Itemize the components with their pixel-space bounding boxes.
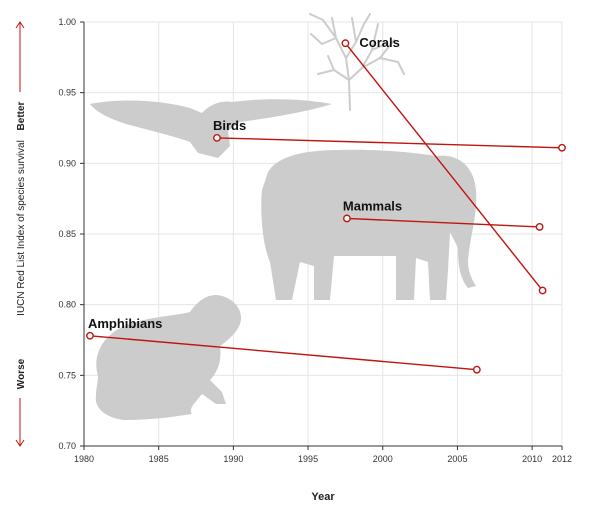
series-label-amphibians: Amphibians xyxy=(88,316,162,331)
x-tick-label: 2000 xyxy=(373,454,393,464)
series-line-corals xyxy=(344,42,544,291)
x-tick-label: 1985 xyxy=(149,454,169,464)
data-point-corals xyxy=(538,286,547,295)
x-tick-label: 1980 xyxy=(74,454,94,464)
y-tick-label: 1.00 xyxy=(58,17,76,27)
series-layer: Corals Birds Mammals Amphibians xyxy=(86,35,566,374)
series-label-mammals: Mammals xyxy=(343,198,402,213)
y-better-label: Better xyxy=(16,101,27,130)
series-line-birds xyxy=(216,137,563,149)
y-worse-label: Worse xyxy=(16,358,27,389)
x-tick-label: 2012 xyxy=(552,454,572,464)
x-tick-label: 1995 xyxy=(298,454,318,464)
y-tick-label: 0.85 xyxy=(58,229,76,239)
data-point-mammals xyxy=(535,223,544,231)
frog-silhouette-icon xyxy=(95,294,242,420)
y-tick-label: 0.75 xyxy=(58,370,76,380)
axes: 1980 1985 1990 1995 2000 2005 2010 2012 0.70 0.75… xyxy=(58,17,572,464)
y-tick-label: 0.80 xyxy=(58,300,76,310)
y-axis-title: IUCN Red List Index of species survival xyxy=(16,140,27,316)
data-point-amphibians xyxy=(472,365,481,374)
data-point-amphibians xyxy=(86,331,94,340)
data-point-mammals xyxy=(342,214,351,223)
series-line-mammals xyxy=(346,217,540,228)
series-line-amphibians xyxy=(89,335,477,371)
x-tick-label: 2010 xyxy=(522,454,542,464)
elephant-silhouette-icon xyxy=(261,149,477,300)
coral-silhouette-icon xyxy=(309,13,405,111)
y-tick-label: 0.70 xyxy=(58,441,76,451)
data-point-corals xyxy=(341,39,350,48)
y-tick-label: 0.95 xyxy=(58,88,76,98)
y-axis-side-annotation xyxy=(15,21,25,447)
series-label-birds: Birds xyxy=(213,118,246,133)
bird-silhouette-icon xyxy=(90,99,332,158)
x-tick-label: 2005 xyxy=(447,454,467,464)
series-label-corals: Corals xyxy=(359,35,399,50)
x-tick-label: 1990 xyxy=(223,454,243,464)
y-tick-label: 0.90 xyxy=(58,158,76,168)
data-point-birds xyxy=(558,143,566,152)
x-axis-title: Year xyxy=(311,491,335,503)
data-point-birds xyxy=(213,133,221,142)
